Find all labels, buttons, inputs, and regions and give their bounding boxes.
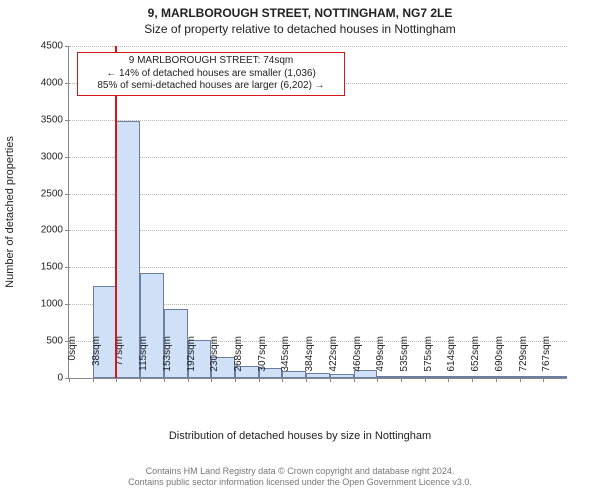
gridline-h [69,46,567,47]
info-box-line: 9 MARLBOROUGH STREET: 74sqm [82,55,340,68]
chart-title-line1: 9, MARLBOROUGH STREET, NOTTINGHAM, NG7 2… [0,6,600,20]
ytick-label: 0 [57,373,63,384]
xtick-label: 767sqm [541,336,552,382]
xtick-label: 384sqm [304,336,315,382]
ytick-label: 2000 [41,225,63,236]
xtick-label: 230sqm [209,336,220,382]
ytick-label: 3500 [41,114,63,125]
info-box-line: ← 14% of detached houses are smaller (1,… [82,68,340,81]
gridline-h [69,157,567,158]
ytick-label: 4500 [41,41,63,52]
xtick-label: 614sqm [446,336,457,382]
ytick-mark [65,83,69,84]
gridline-h [69,194,567,195]
ytick-mark [65,304,69,305]
xtick-label: 535sqm [399,336,410,382]
footer-line: Contains public sector information licen… [0,477,600,488]
xtick-label: 268sqm [233,336,244,382]
chart-subtitle-line2: Size of property relative to detached ho… [0,22,600,36]
gridline-h [69,120,567,121]
xtick-label: 690sqm [494,336,505,382]
ytick-label: 2500 [41,188,63,199]
ytick-label: 1500 [41,262,63,273]
gridline-h [69,267,567,268]
ytick-mark [65,120,69,121]
xtick-label: 729sqm [518,336,529,382]
ytick-label: 4000 [41,77,63,88]
gridline-h [69,230,567,231]
footer-attribution: Contains HM Land Registry data © Crown c… [0,466,600,489]
ytick-mark [65,230,69,231]
ytick-mark [65,46,69,47]
xtick-label: 345sqm [280,336,291,382]
info-box: 9 MARLBOROUGH STREET: 74sqm← 14% of deta… [77,52,345,96]
xtick-label: 115sqm [138,336,149,382]
footer-line: Contains HM Land Registry data © Crown c… [0,466,600,477]
xtick-label: 575sqm [423,336,434,382]
info-box-line: 85% of semi-detached houses are larger (… [82,80,340,93]
y-axis-label: Number of detached properties [4,136,16,288]
plot-area: 0500100015002000250030003500400045000sqm… [68,46,567,379]
ytick-label: 3000 [41,151,63,162]
ytick-mark [65,194,69,195]
xtick-label: 192sqm [186,336,197,382]
xtick-label: 499sqm [375,336,386,382]
ytick-mark [65,267,69,268]
x-axis-label: Distribution of detached houses by size … [0,430,600,442]
xtick-label: 38sqm [91,336,102,382]
ytick-label: 1000 [41,299,63,310]
ytick-label: 500 [46,336,63,347]
xtick-label: 652sqm [470,336,481,382]
xtick-label: 153sqm [162,336,173,382]
chart-container: { "chart": { "type": "histogram", "title… [0,0,600,500]
xtick-label: 0sqm [67,336,78,382]
ytick-mark [65,157,69,158]
xtick-label: 422sqm [328,336,339,382]
xtick-label: 307sqm [257,336,268,382]
xtick-label: 460sqm [352,336,363,382]
